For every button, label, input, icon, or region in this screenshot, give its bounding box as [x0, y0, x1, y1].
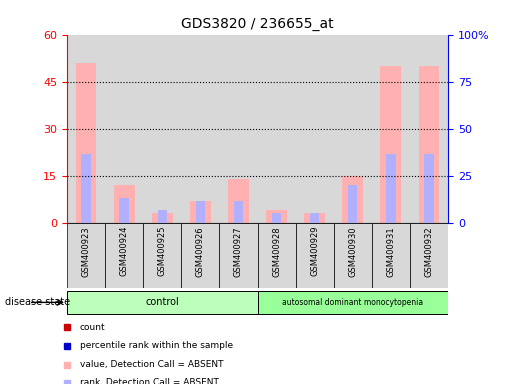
- Bar: [76, 63, 96, 223]
- Text: value, Detection Call = ABSENT: value, Detection Call = ABSENT: [80, 360, 224, 369]
- Bar: [152, 214, 173, 223]
- Bar: [372, 223, 410, 288]
- Bar: [296, 223, 334, 288]
- Bar: [296, 35, 334, 223]
- Bar: [196, 201, 205, 223]
- Bar: [266, 210, 287, 223]
- Bar: [181, 35, 219, 223]
- Bar: [67, 223, 105, 288]
- Text: GSM400928: GSM400928: [272, 226, 281, 276]
- Text: disease state: disease state: [5, 297, 70, 308]
- Text: count: count: [80, 323, 106, 332]
- Bar: [419, 66, 439, 223]
- Bar: [381, 66, 401, 223]
- Bar: [119, 198, 129, 223]
- Text: percentile rank within the sample: percentile rank within the sample: [80, 341, 233, 351]
- Bar: [158, 210, 167, 223]
- Text: GSM400923: GSM400923: [81, 226, 91, 276]
- Bar: [410, 223, 448, 288]
- Bar: [386, 154, 396, 223]
- Bar: [190, 201, 211, 223]
- Bar: [258, 35, 296, 223]
- Bar: [372, 35, 410, 223]
- Bar: [258, 291, 448, 314]
- Bar: [105, 35, 143, 223]
- Bar: [67, 291, 258, 314]
- Bar: [219, 35, 258, 223]
- Bar: [81, 154, 91, 223]
- Text: GSM400927: GSM400927: [234, 226, 243, 276]
- Bar: [143, 223, 181, 288]
- Bar: [424, 154, 434, 223]
- Text: GSM400926: GSM400926: [196, 226, 205, 276]
- Bar: [334, 223, 372, 288]
- Text: rank, Detection Call = ABSENT: rank, Detection Call = ABSENT: [80, 378, 219, 384]
- Text: GSM400932: GSM400932: [424, 226, 434, 276]
- Bar: [228, 179, 249, 223]
- Bar: [143, 35, 181, 223]
- Bar: [272, 214, 281, 223]
- Text: GSM400930: GSM400930: [348, 226, 357, 276]
- Bar: [334, 35, 372, 223]
- Bar: [410, 35, 448, 223]
- Bar: [114, 185, 134, 223]
- Bar: [67, 35, 105, 223]
- Text: control: control: [145, 297, 179, 308]
- Title: GDS3820 / 236655_at: GDS3820 / 236655_at: [181, 17, 334, 31]
- Text: GSM400931: GSM400931: [386, 226, 396, 276]
- Text: GSM400924: GSM400924: [119, 226, 129, 276]
- Bar: [310, 214, 319, 223]
- Text: GSM400925: GSM400925: [158, 226, 167, 276]
- Bar: [342, 176, 363, 223]
- Bar: [219, 223, 258, 288]
- Bar: [304, 214, 325, 223]
- Bar: [181, 223, 219, 288]
- Bar: [105, 223, 143, 288]
- Text: GSM400929: GSM400929: [310, 226, 319, 276]
- Bar: [234, 201, 243, 223]
- Bar: [258, 223, 296, 288]
- Bar: [348, 185, 357, 223]
- Text: autosomal dominant monocytopenia: autosomal dominant monocytopenia: [282, 298, 423, 307]
